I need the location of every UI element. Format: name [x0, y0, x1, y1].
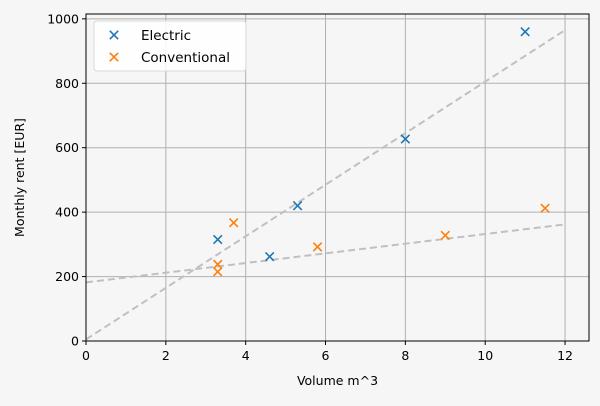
plot-frame	[85, 13, 590, 342]
y-tick-label: 0	[71, 334, 79, 349]
legend-marker-0	[109, 30, 119, 40]
x-axis-label: Volume m^3	[297, 373, 378, 388]
data-point-series-0	[400, 134, 411, 144]
x-tick-label: 4	[242, 348, 250, 363]
data-point-series-0	[292, 200, 303, 211]
data-point-series-1	[540, 203, 550, 214]
data-point-series-1	[212, 259, 223, 270]
legend-marker-1	[109, 52, 119, 62]
x-tick-label: 0	[82, 348, 90, 363]
data-point-series-0	[520, 26, 530, 37]
data-point-series-1	[228, 217, 239, 228]
x-tick-label: 12	[557, 348, 573, 363]
legend-label-1: Conventional	[141, 50, 230, 66]
x-tick-label: 10	[477, 348, 493, 363]
legend-box	[93, 20, 247, 72]
data-point-series-0	[212, 234, 223, 245]
y-tick-label: 800	[55, 76, 79, 91]
legend-label-0: Electric	[141, 28, 191, 44]
x-tick-label: 2	[162, 348, 170, 363]
data-point-series-1	[312, 242, 323, 252]
data-point-series-1	[440, 230, 451, 241]
trendline-0	[85, 29, 566, 341]
legend: Electric Conventional	[93, 20, 247, 72]
data-point-series-1	[212, 266, 223, 277]
data-point-series-0	[264, 251, 275, 262]
x-tick-label: 8	[401, 348, 409, 363]
y-tick-label: 600	[55, 140, 79, 155]
y-tick-label: 1000	[47, 11, 79, 26]
axis-ticks: 0 2 4 6 8 10 12 0 200 400 600 800 1000	[47, 11, 573, 363]
x-tick-label: 6	[322, 348, 330, 363]
trendline-1	[85, 223, 566, 284]
trendlines	[85, 29, 566, 341]
data-points	[212, 26, 550, 277]
y-axis-label: Monthly rent [EUR]	[12, 118, 27, 237]
y-tick-label: 200	[55, 269, 79, 284]
grid	[85, 14, 589, 342]
y-tick-label: 400	[55, 205, 79, 220]
